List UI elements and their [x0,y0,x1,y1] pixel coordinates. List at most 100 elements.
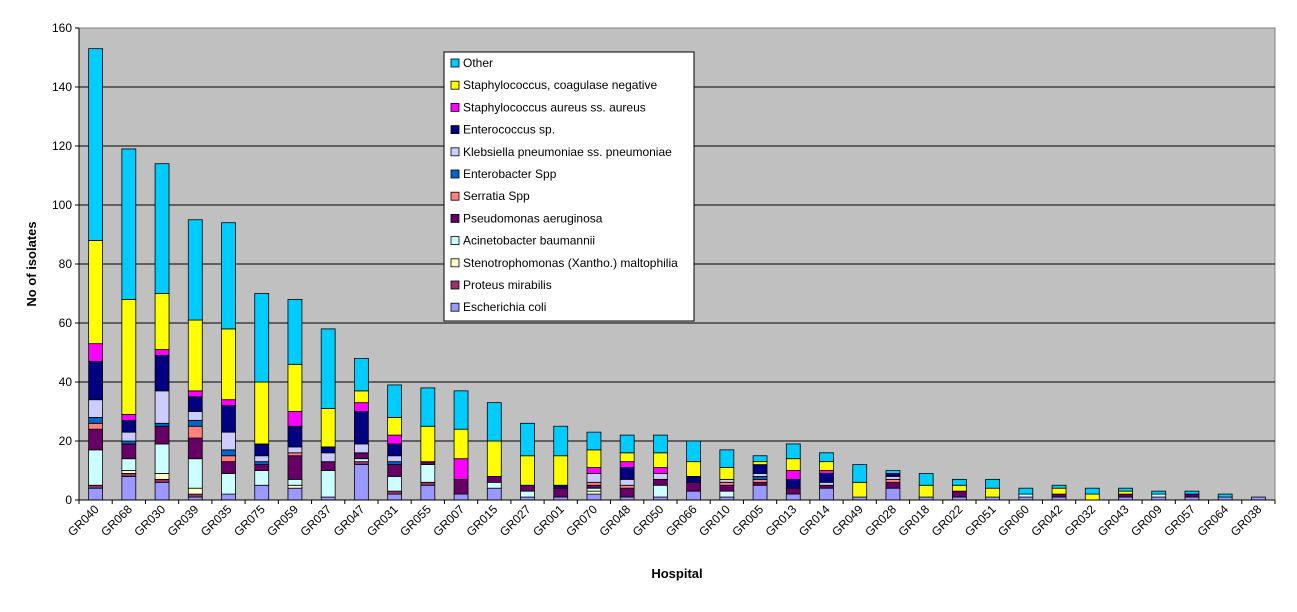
bar-segment [221,431,236,451]
legend-label: Staphylococcus aureus ss. aureus [463,100,646,114]
bar-segment [952,484,967,492]
y-tick-label: 160 [52,21,72,35]
bar-segment [520,490,535,498]
bar-segment [88,360,103,401]
bar-segment [1184,490,1200,495]
bar-segment [420,425,436,463]
bar-segment [619,461,635,468]
bar-segment [952,490,967,498]
bar-segment [154,163,170,294]
bar-segment [221,449,236,457]
bar-segment [121,440,137,445]
legend-swatch [450,103,460,112]
y-axis-title: No of isolates [24,221,39,306]
bar-segment [121,298,137,415]
bar-segment [1018,487,1034,495]
bar-segment [254,461,270,465]
bar-segment [354,390,369,404]
bar-segment [785,458,801,471]
bar-segment [819,481,834,486]
bar-segment [1084,487,1100,495]
legend-label: Klebsiella pneumoniae ss. pneumoniae [463,145,672,159]
bar-segment [121,475,137,501]
bar-segment [221,473,236,495]
bar-segment [1184,493,1200,498]
bar-segment [719,490,735,498]
bar-segment [752,464,768,474]
bar-segment [752,455,768,463]
bar-segment [1217,493,1233,498]
bar-segment [354,402,369,412]
bar-segment [553,425,569,457]
bar-segment [221,222,236,330]
bar-segment [221,493,236,501]
bar-segment [486,475,502,483]
bar-segment [885,481,901,489]
bar-segment [653,434,668,454]
legend-label: Pseudomonas aeruginosa [463,211,603,225]
bar-segment [287,425,303,448]
legend-label: Serratia Spp [463,189,530,203]
bar-segment [254,381,270,445]
bar-segment [121,419,137,433]
legend-swatch [450,58,460,68]
y-tick-label: 0 [65,493,72,507]
bar-segment [819,452,834,463]
bar-segment [88,428,103,451]
bar-segment [187,487,203,495]
bar-segment [586,487,602,492]
bar-segment [221,328,236,401]
bar-segment [221,405,236,433]
bar-segment [553,484,569,489]
bar-segment [586,467,602,474]
bar-segment [985,487,1000,498]
bar-segment [785,493,801,501]
bar-segment [619,478,635,486]
bar-segment [885,473,901,477]
bar-segment [453,390,469,430]
bar-segment [254,293,270,383]
bar-segment [453,458,469,480]
bar-segment [420,484,436,501]
bar-segment [287,487,303,501]
legend-swatch [450,280,460,290]
y-tick-label: 80 [59,257,73,271]
bar-segment [653,478,668,486]
bar-segment [1118,493,1133,498]
bar-segment [586,490,602,495]
bar-segment [88,416,103,424]
bar-segment [287,446,303,454]
bar-segment [287,452,303,457]
bar-segment [785,487,801,495]
bar-segment [852,464,868,483]
bar-segment [420,387,436,427]
bar-segment [88,343,103,362]
bar-segment [154,473,170,480]
bar-segment [1084,493,1100,501]
bar-segment [320,461,336,471]
bar-segment [819,487,834,501]
bar-segment [719,449,735,468]
bar-segment [121,148,137,300]
bar-segment [586,449,602,468]
bar-segment [785,470,801,480]
y-tick-label: 60 [59,316,73,330]
bar-segment [254,470,270,486]
bar-segment [88,487,103,501]
bar-segment [520,422,535,457]
bar-segment [752,461,768,465]
legend-swatch [450,125,460,134]
bar-segment [154,422,170,427]
bar-segment [187,396,203,412]
bar-segment [719,478,735,483]
bar-segment [121,414,137,421]
bar-segment [121,458,137,471]
bar-segment [885,478,901,483]
bar-segment [653,467,668,474]
bar-segment [420,481,436,486]
bar-segment [287,363,303,412]
bar-segment [121,431,137,442]
bar-segment [453,478,469,495]
y-tick-label: 40 [59,375,73,389]
bar-segment [221,455,236,463]
